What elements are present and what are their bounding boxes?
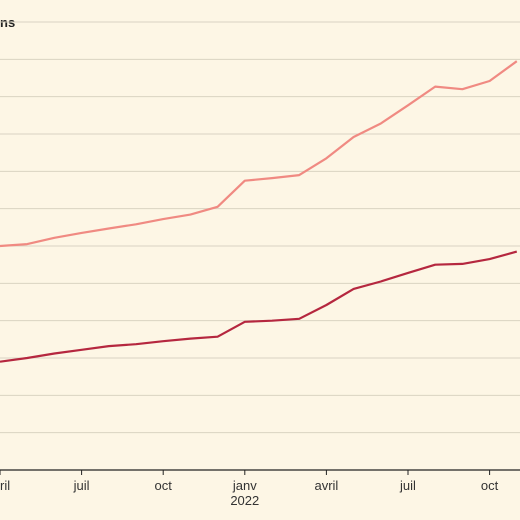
x-axis: ril juil oct janv avril juil oct 2022 bbox=[0, 470, 499, 508]
x-tick-label: oct bbox=[155, 478, 173, 493]
series-lines bbox=[0, 60, 518, 363]
x-tick-label: juil bbox=[73, 478, 90, 493]
series-line-1 bbox=[0, 60, 518, 248]
series-line-2 bbox=[0, 250, 518, 363]
x-tick-label: juil bbox=[399, 478, 416, 493]
x-tick-label: oct bbox=[481, 478, 499, 493]
x-year-label: 2022 bbox=[230, 493, 259, 508]
x-tick-label: avril bbox=[314, 478, 338, 493]
x-tick-label: ril bbox=[0, 478, 10, 493]
x-tick-label: janv bbox=[232, 478, 257, 493]
gridlines bbox=[0, 21, 520, 471]
